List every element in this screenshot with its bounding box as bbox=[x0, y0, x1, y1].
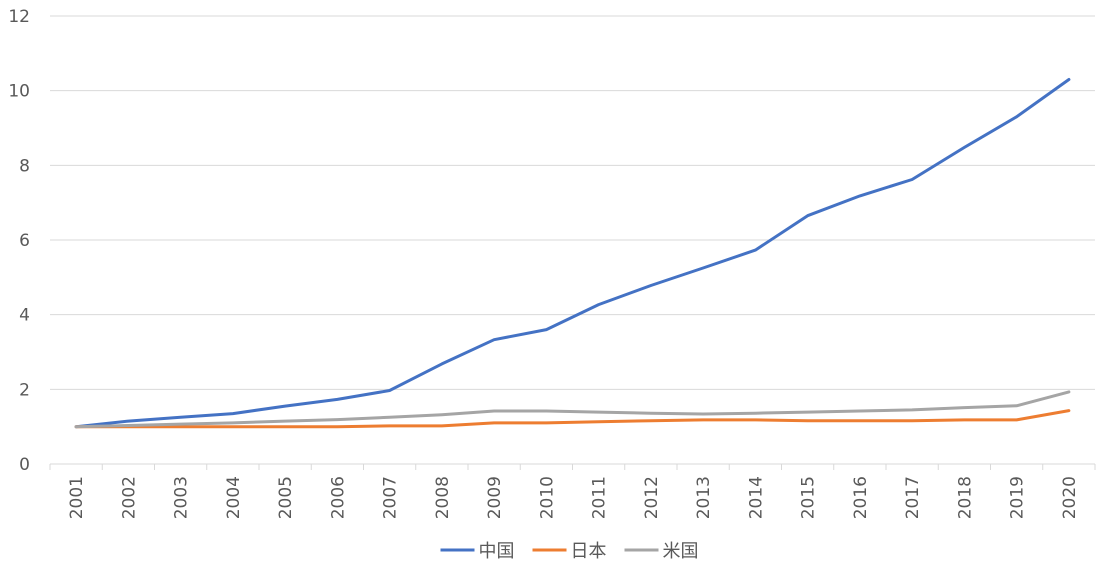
x-tick-label: 2006 bbox=[328, 476, 348, 519]
x-tick-label: 2007 bbox=[381, 476, 401, 519]
x-tick-label: 2013 bbox=[694, 476, 714, 519]
y-axis-tick-labels: 0 2 4 6 8 10 12 bbox=[8, 7, 30, 475]
y-tick-label: 12 bbox=[8, 7, 30, 27]
series-line-2 bbox=[74, 409, 1071, 429]
x-tick-label: 2002 bbox=[119, 476, 139, 519]
y-tick-label: 4 bbox=[19, 306, 30, 326]
y-tick-label: 0 bbox=[19, 455, 30, 475]
y-tick-label: 10 bbox=[8, 82, 30, 102]
legend-label: 中国 bbox=[479, 541, 515, 562]
legend-label: 米国 bbox=[663, 541, 699, 562]
x-tick-label: 2008 bbox=[433, 476, 453, 519]
x-tick-label: 2015 bbox=[799, 476, 819, 519]
x-tick-label: 2014 bbox=[746, 476, 766, 519]
x-tick-label: 2018 bbox=[955, 476, 975, 519]
x-tick-label: 2003 bbox=[172, 476, 192, 519]
x-tick-label: 2020 bbox=[1060, 476, 1080, 519]
x-tick-label: 2017 bbox=[903, 476, 923, 519]
x-tick-label: 2016 bbox=[851, 476, 871, 519]
x-tick-label: 2012 bbox=[642, 476, 662, 519]
legend-item: 米国 bbox=[624, 541, 699, 562]
x-tick-label: 2009 bbox=[485, 476, 505, 519]
legend: 中国 日本 米国 bbox=[440, 541, 699, 562]
legend-item: 日本 bbox=[532, 541, 607, 562]
series-lines bbox=[74, 78, 1071, 429]
y-tick-label: 6 bbox=[19, 231, 30, 251]
x-tick-label: 2004 bbox=[224, 476, 244, 519]
legend-item: 中国 bbox=[440, 541, 515, 562]
x-tick-label: 2019 bbox=[1008, 476, 1028, 519]
y-tick-label: 8 bbox=[19, 156, 30, 176]
x-tick-label: 2011 bbox=[590, 476, 610, 519]
legend-label: 日本 bbox=[571, 541, 607, 562]
x-axis-tick-labels: 2001 2002 2003 2004 2005 2006 2007 2008 2009 2010… bbox=[49, 464, 1096, 519]
x-tick-label: 2010 bbox=[537, 476, 557, 519]
y-tick-label: 2 bbox=[19, 380, 30, 400]
x-tick-label: 2005 bbox=[276, 476, 296, 519]
gridlines bbox=[50, 15, 1095, 465]
x-tick-label: 2001 bbox=[67, 476, 87, 519]
series-line-3 bbox=[74, 390, 1071, 429]
series-line-1 bbox=[74, 78, 1071, 429]
